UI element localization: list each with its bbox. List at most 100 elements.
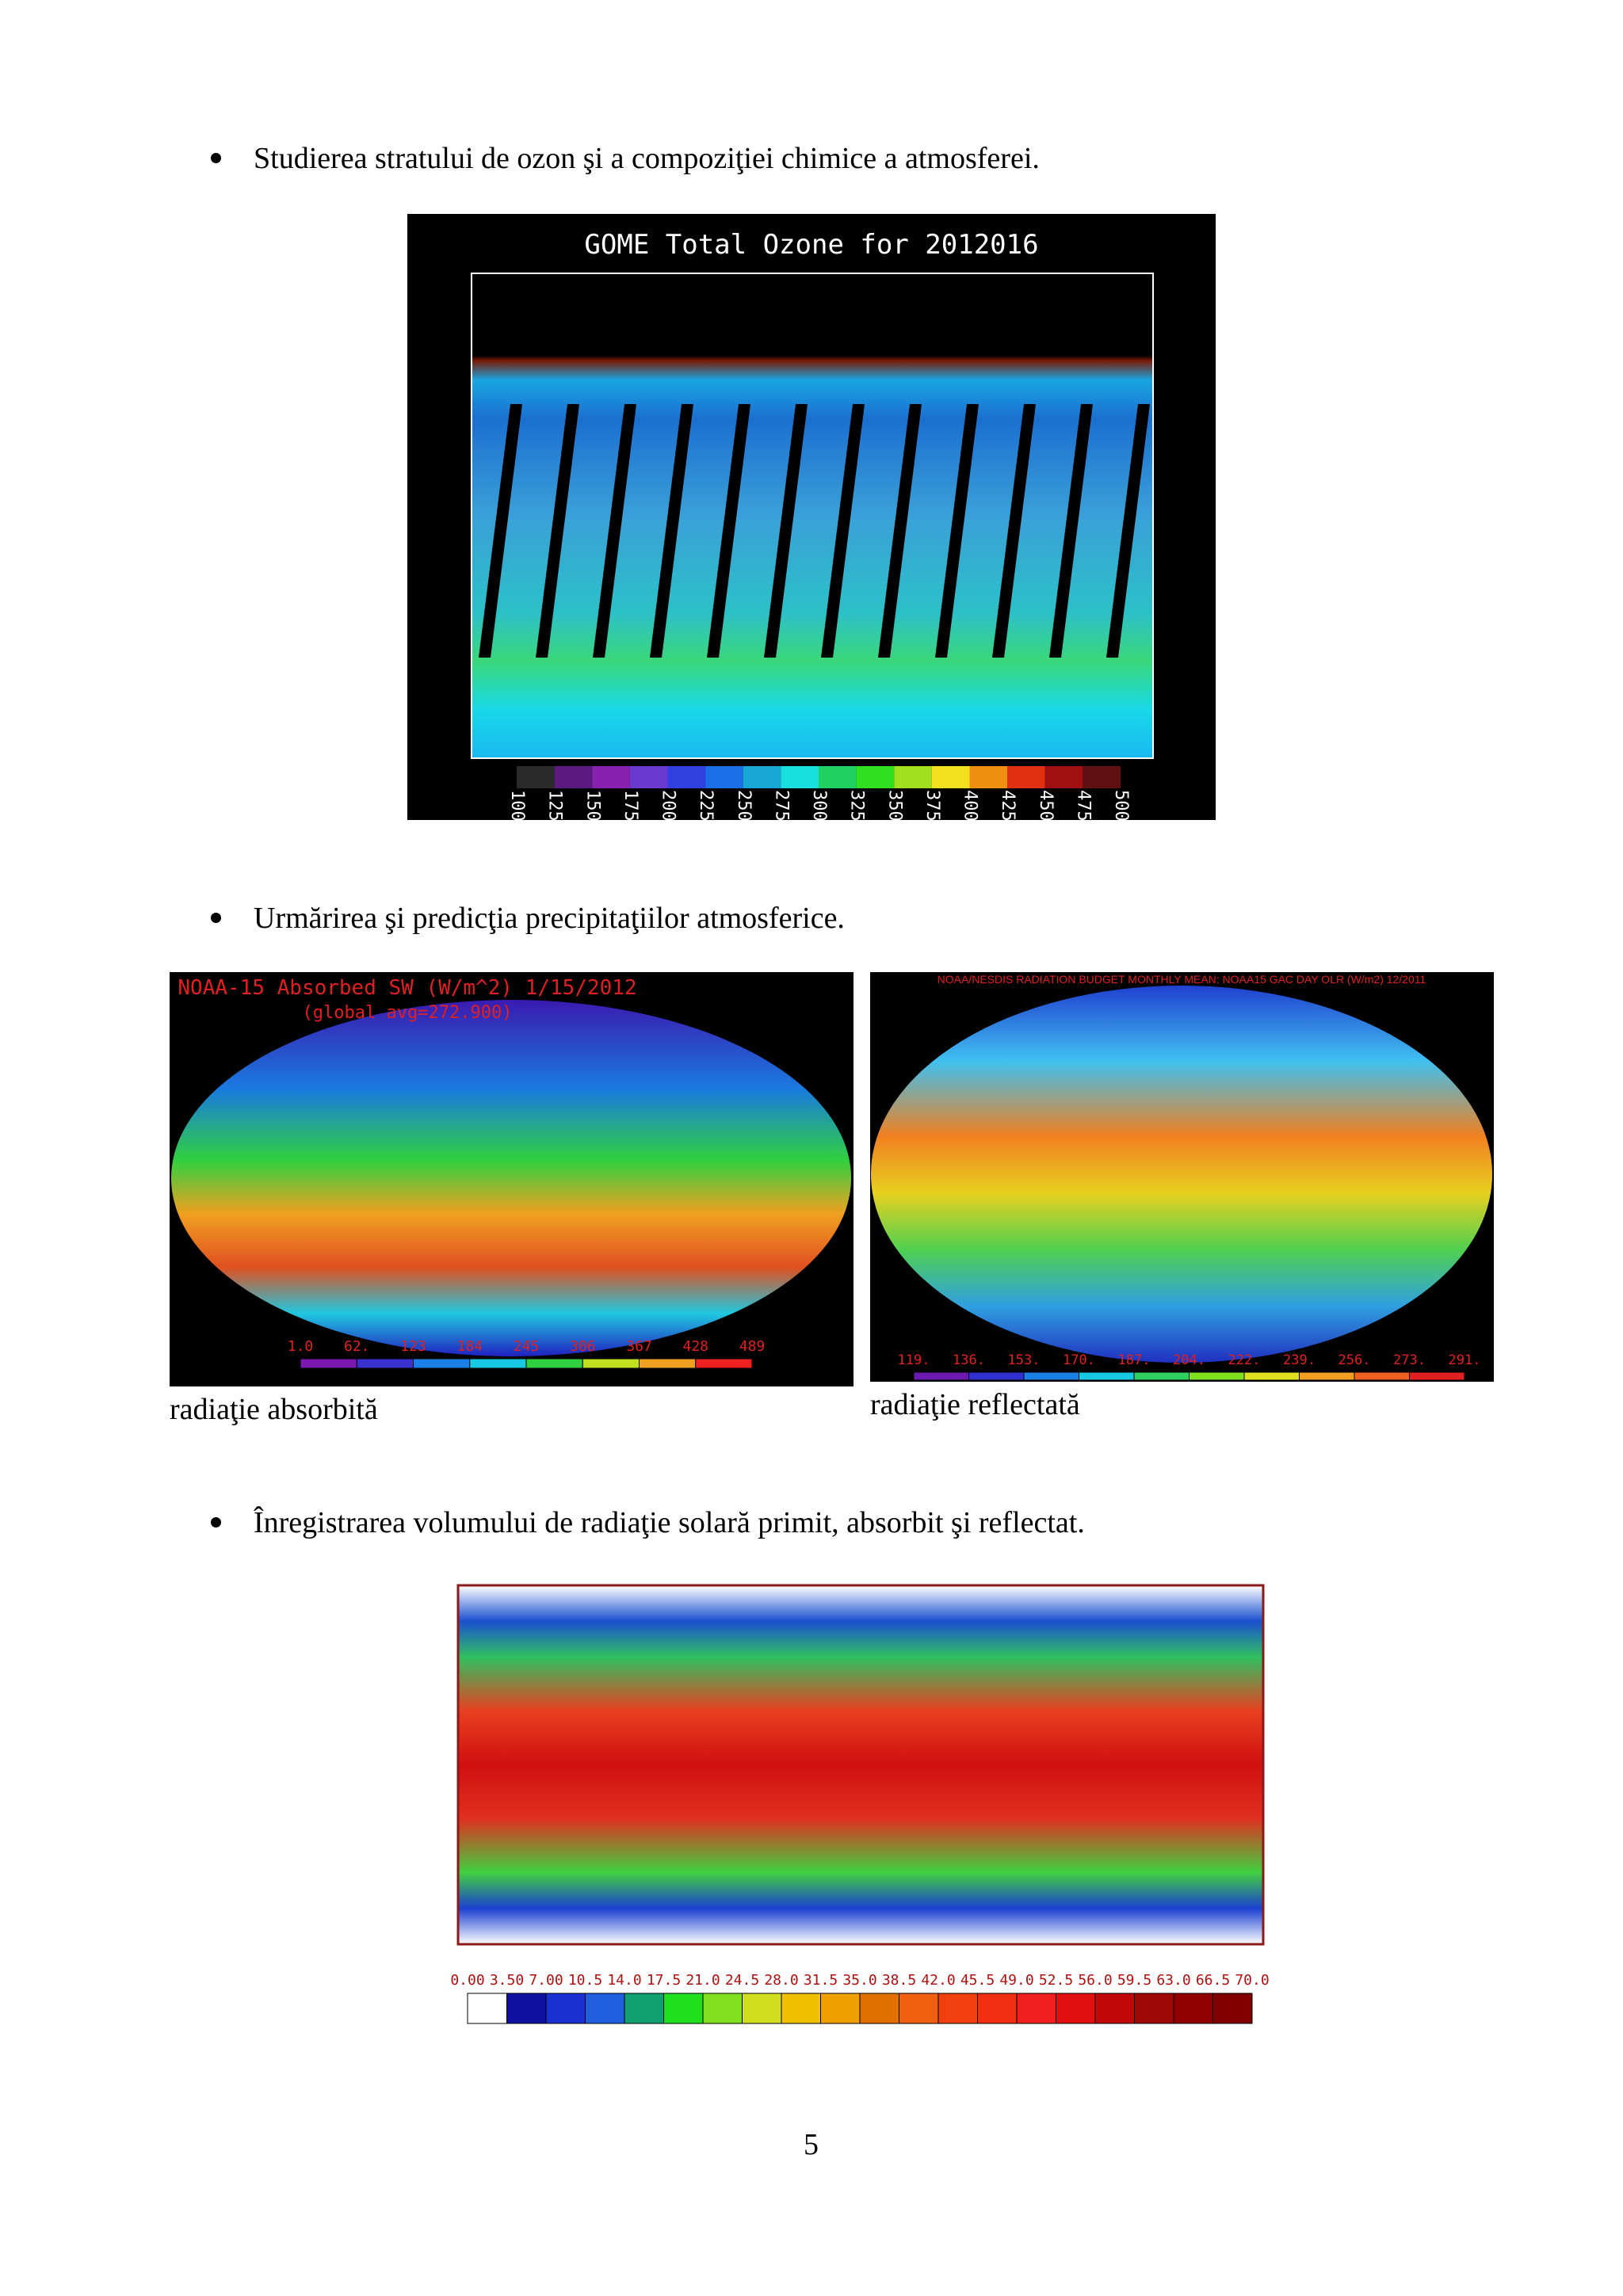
colorbar-swatch — [1056, 1993, 1096, 2024]
colorbar-swatch — [469, 1358, 527, 1369]
colorbar-label: 35.0 — [842, 1972, 876, 1989]
colorbar-label: 31.5 — [804, 1972, 838, 1989]
colorbar-swatch — [1354, 1371, 1410, 1381]
orbit-gap — [479, 404, 522, 658]
colorbar-swatch — [931, 766, 970, 788]
colorbar-label: 49.0 — [999, 1972, 1033, 1989]
map-area — [171, 1000, 851, 1356]
colorbar-label: 100 — [507, 790, 527, 820]
colorbar-swatch — [1016, 1993, 1056, 2024]
colorbar-swatch — [1212, 1993, 1253, 2024]
orbit-gap — [878, 404, 922, 658]
colorbar-label: 350 — [884, 790, 904, 820]
ozone-figure: GOME Total Ozone for 2012016 100 125 150 17… — [407, 214, 1216, 820]
bullet-text: Înregistrarea volumului de radiaţie sola… — [254, 1506, 1085, 1539]
bullet-dot — [211, 153, 221, 163]
colorbar-label: 245 — [514, 1338, 540, 1355]
colorbar-label: 63.0 — [1156, 1972, 1190, 1989]
colorbar-swatch — [705, 766, 743, 788]
colorbar-label: 325 — [847, 790, 867, 820]
orbit-gap — [650, 404, 693, 658]
map-area — [471, 273, 1154, 759]
colorbar-swatch — [624, 1993, 664, 2024]
figure-title: GOME Total Ozone for 2012016 — [584, 229, 1038, 261]
colorbar-label: 450 — [1036, 790, 1056, 820]
colorbar-label: 489 — [739, 1338, 766, 1355]
colorbar-swatch — [1299, 1371, 1355, 1381]
colorbar-swatch — [899, 1993, 939, 2024]
colorbar-label: 62. — [344, 1338, 370, 1355]
colorbar-label: 56.0 — [1078, 1972, 1112, 1989]
colorbar-swatch — [977, 1993, 1018, 2024]
colorbar-swatch — [856, 766, 895, 788]
colorbar-label: 59.5 — [1117, 1972, 1151, 1989]
colorbar-label: 187. — [1118, 1352, 1151, 1368]
colorbar-swatch — [517, 766, 555, 788]
colorbar-label: 42.0 — [921, 1972, 955, 1989]
bullet-text: Studierea stratului de ozon şi a compozi… — [254, 142, 1040, 175]
colorbar-label: 239. — [1283, 1352, 1316, 1368]
colorbar-swatch — [859, 1993, 899, 2024]
colorbar-swatch — [545, 1993, 586, 2024]
colorbar-swatch — [695, 1358, 753, 1369]
colorbar-label: 24.5 — [725, 1972, 759, 1989]
colorbar-swatch — [356, 1358, 414, 1369]
colorbar-label: 150 — [582, 790, 602, 820]
precipitation-figure: 0.00 3.50 7.00 10.5 14.0 17.5 21.0 24.5 28.0 31.5… — [450, 1584, 1270, 2024]
orbit-gap — [593, 404, 636, 658]
colorbar-label: 428 — [682, 1338, 708, 1355]
colorbar-swatch — [742, 1993, 782, 2024]
colorbar-label: 136. — [953, 1352, 985, 1368]
orbit-gap — [1106, 404, 1150, 658]
orbit-gap — [707, 404, 750, 658]
colorbar-label: 204. — [1173, 1352, 1205, 1368]
colorbar-label: 123 — [400, 1338, 426, 1355]
colorbar-label: 425 — [998, 790, 1018, 820]
figure-caption: radiaţie reflectată — [870, 1388, 1080, 1421]
colorbar-swatch — [1243, 1371, 1300, 1381]
colorbar-label: 7.00 — [529, 1972, 563, 1989]
colorbar-swatch — [1189, 1371, 1245, 1381]
orbit-gap — [764, 404, 808, 658]
colorbar-label: 1.0 — [288, 1338, 314, 1355]
absorbed-figure: NOAA-15 Absorbed SW (W/m^2) 1/15/2012 (g… — [170, 972, 854, 1386]
figure-caption: radiaţie absorbită — [170, 1393, 378, 1426]
colorbar-label: 184 — [456, 1338, 483, 1355]
colorbar-label: 275 — [771, 790, 791, 820]
orbit-gap — [1049, 404, 1093, 658]
colorbar-swatch — [1023, 1371, 1079, 1381]
map-area — [871, 986, 1492, 1363]
colorbar-label: 3.50 — [490, 1972, 524, 1989]
colorbar-label: 250 — [734, 790, 754, 820]
colorbar-label: 475 — [1073, 790, 1093, 820]
colorbar-label: 222. — [1228, 1352, 1261, 1368]
colorbar-swatch — [667, 766, 706, 788]
colorbar-swatch — [629, 766, 668, 788]
colorbar-label: 125 — [545, 790, 565, 820]
colorbar-label: 66.5 — [1196, 1972, 1230, 1989]
colorbar-label: 300 — [809, 790, 829, 820]
colorbar-swatch — [781, 766, 819, 788]
bullet-dot — [211, 1517, 221, 1527]
colorbar-label: 21.0 — [685, 1972, 720, 1989]
figure-title: NOAA/NESDIS RADIATION BUDGET MONTHLY MEA… — [938, 973, 1426, 986]
orbit-gap — [536, 404, 579, 658]
colorbar-label: 38.5 — [882, 1972, 916, 1989]
colorbar-label: 256. — [1338, 1352, 1371, 1368]
colorbar-label: 291. — [1449, 1352, 1481, 1368]
colorbar-swatch — [819, 766, 857, 788]
colorbar-swatch — [1094, 1993, 1135, 2024]
colorbar-swatch — [1173, 1993, 1213, 2024]
colorbar-label: 200 — [659, 790, 678, 820]
reflected-figure: NOAA/NESDIS RADIATION BUDGET MONTHLY MEA… — [870, 972, 1494, 1382]
colorbar-swatch — [467, 1993, 507, 2024]
colorbar-label: 28.0 — [764, 1972, 798, 1989]
colorbar-swatch — [413, 1358, 471, 1369]
colorbar-swatch — [585, 1993, 625, 2024]
colorbar-swatch — [1083, 766, 1121, 788]
colorbar-swatch — [743, 766, 781, 788]
colorbar-swatch — [1134, 1993, 1174, 2024]
orbit-gap — [821, 404, 865, 658]
colorbar-swatch — [702, 1993, 743, 2024]
